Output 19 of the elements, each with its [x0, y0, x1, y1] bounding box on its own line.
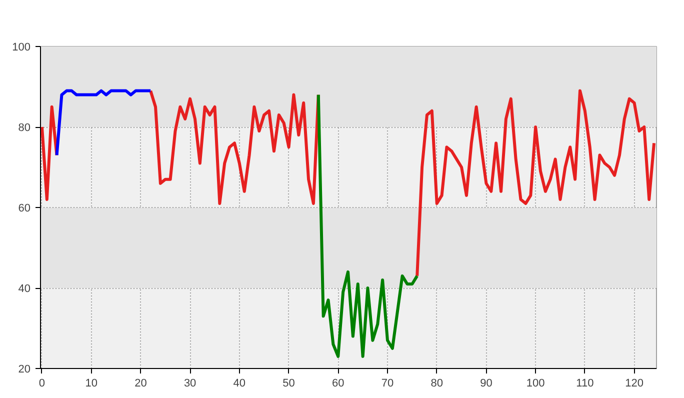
- y-tick-label: 80: [18, 122, 31, 134]
- x-tick-label: 90: [480, 378, 492, 390]
- y-tick-label: 40: [18, 283, 31, 295]
- x-tick-label: 0: [38, 378, 46, 390]
- x-tick-label: 60: [332, 378, 344, 390]
- y-tick-label: 100: [12, 42, 31, 54]
- line-series: [316, 93, 419, 358]
- x-tick-label: 40: [233, 378, 246, 390]
- x-tick-label: 70: [381, 378, 394, 390]
- y-tick-label: 60: [18, 202, 31, 214]
- x-tick-label: 120: [625, 378, 644, 390]
- x-tick-label: 30: [184, 378, 196, 390]
- x-tick-label: 80: [430, 378, 443, 390]
- x-tick-label: 10: [85, 378, 98, 390]
- x-tick-label: 110: [576, 378, 594, 390]
- x-tick-label: 20: [134, 378, 147, 390]
- x-tick-label: 50: [282, 378, 295, 390]
- y-tick-label: 20: [18, 364, 31, 376]
- x-tick-label: 100: [526, 378, 545, 390]
